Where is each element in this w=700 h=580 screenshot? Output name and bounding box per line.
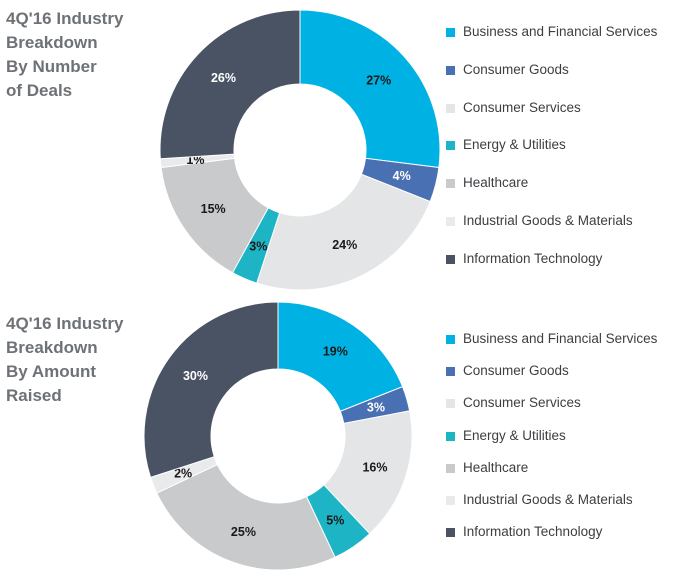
- donut-slice-label: 15%: [201, 202, 226, 216]
- amount-title-line: 4Q'16 Industry: [6, 314, 124, 333]
- legend-item: Energy & Utilities: [446, 427, 657, 445]
- donut-slice: [256, 173, 431, 291]
- legend-swatch: [446, 28, 455, 37]
- donut-slice-label: 26%: [211, 71, 236, 85]
- donut-slice: [156, 463, 336, 571]
- legend-item: Information Technology: [446, 523, 657, 541]
- amount-chart-title: 4Q'16 Industry Breakdown By Amount Raise…: [6, 312, 123, 408]
- legend-label: Industrial Goods & Materials: [463, 212, 633, 228]
- deals-title-line: By Number: [6, 57, 97, 76]
- legend-item: Business and Financial Services: [446, 330, 657, 348]
- legend-swatch: [446, 141, 455, 151]
- legend-label: Consumer Services: [463, 99, 581, 115]
- amount-title-line: Raised: [6, 386, 62, 405]
- donut-slice-label: 25%: [231, 525, 256, 539]
- donut-slice-label: 16%: [362, 461, 387, 475]
- legend-item: Industrial Goods & Materials: [446, 212, 657, 230]
- donut-slice: [277, 301, 404, 412]
- legend-swatch: [446, 254, 455, 264]
- deals-chart-title: 4Q'16 Industry Breakdown By Number of De…: [6, 7, 123, 103]
- legend-label: Healthcare: [463, 175, 529, 191]
- legend-label: Consumer Goods: [463, 61, 569, 77]
- legend-swatch: [446, 179, 455, 189]
- deals-title-line: of Deals: [6, 81, 73, 100]
- donut-slice-label: 27%: [366, 74, 391, 88]
- legend-label: Energy & Utilities: [463, 137, 566, 153]
- donut-slice-label: 2%: [174, 467, 192, 481]
- donut-slice-label: 4%: [393, 169, 411, 183]
- amount-donut-chart: 19% 3% 16% 5% 25% 2% 30%: [143, 301, 413, 571]
- legend-label: Energy & Utilities: [463, 427, 566, 443]
- donut-slice-label: 19%: [323, 345, 348, 359]
- legend-swatch: [446, 431, 455, 441]
- donut-slice: [159, 9, 301, 160]
- legend-swatch: [446, 463, 455, 473]
- donut-slice-label: 3%: [249, 239, 267, 253]
- amount-chart-panel: 4Q'16 Industry Breakdown By Amount Raise…: [0, 300, 700, 580]
- deals-legend: Business and Financial Services Consumer…: [446, 23, 657, 288]
- donut-slice: [143, 301, 279, 479]
- legend-item: Energy & Utilities: [446, 136, 657, 154]
- legend-item: Consumer Services: [446, 394, 657, 412]
- deals-donut-chart: 27%4%24%3%15%1%26%: [159, 9, 441, 291]
- legend-swatch: [446, 495, 455, 505]
- legend-item: Information Technology: [446, 250, 657, 268]
- deals-chart-panel: 4Q'16 Industry Breakdown By Number of De…: [6, 7, 657, 291]
- amount-legend: Business and Financial Services Consumer…: [446, 330, 657, 555]
- donut-slice-label: 24%: [332, 238, 357, 252]
- legend-item: Business and Financial Services: [446, 23, 657, 41]
- legend-swatch: [446, 216, 455, 226]
- legend-item: Healthcare: [446, 174, 657, 192]
- legend-swatch: [446, 65, 455, 75]
- legend-label: Consumer Services: [463, 395, 581, 411]
- legend-item: Healthcare: [446, 459, 657, 477]
- donut-slice-label: 30%: [183, 369, 208, 383]
- donut-slice-label: 5%: [326, 513, 344, 527]
- amount-title-line: By Amount: [6, 362, 97, 381]
- legend-label: Industrial Goods & Materials: [463, 491, 633, 507]
- donut-slice: [299, 9, 441, 169]
- deals-title-line: Breakdown: [6, 33, 98, 52]
- amount-title-line: Breakdown: [6, 338, 98, 357]
- legend-swatch: [446, 528, 455, 538]
- legend-label: Information Technology: [463, 524, 603, 540]
- legend-label: Information Technology: [463, 250, 603, 266]
- legend-label: Consumer Goods: [463, 363, 569, 379]
- legend-swatch: [446, 367, 455, 377]
- legend-item: Industrial Goods & Materials: [446, 491, 657, 509]
- legend-item: Consumer Goods: [446, 362, 657, 380]
- legend-swatch: [446, 103, 455, 113]
- legend-label: Healthcare: [463, 459, 529, 475]
- legend-item: Consumer Goods: [446, 61, 657, 79]
- donut-slice-label: 3%: [367, 401, 385, 415]
- legend-label: Business and Financial Services: [463, 331, 658, 346]
- legend-item: Consumer Services: [446, 99, 657, 117]
- legend-label: Business and Financial Services: [463, 24, 658, 39]
- legend-swatch: [446, 335, 455, 344]
- legend-swatch: [446, 399, 455, 409]
- deals-title-line: 4Q'16 Industry: [6, 9, 124, 28]
